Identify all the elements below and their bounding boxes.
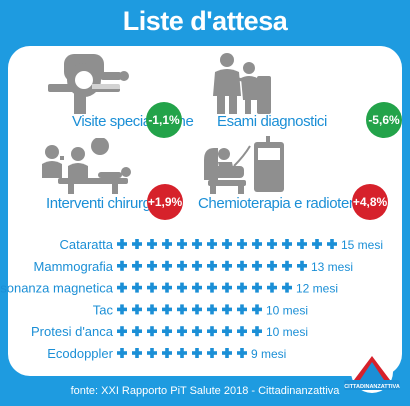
bar-mark-cross bbox=[117, 239, 127, 249]
bar-mark-cross bbox=[162, 348, 172, 358]
bar-mark-cross bbox=[147, 348, 157, 358]
bar-mark-cross bbox=[177, 348, 187, 358]
mri-scanner-icon bbox=[48, 54, 132, 114]
bar-mark-cross bbox=[237, 348, 247, 358]
category-label-chemioterapia: Chemioterapia e radioterapia bbox=[198, 195, 381, 212]
bar-mark-cross bbox=[207, 260, 217, 271]
bar-mark-cross bbox=[252, 326, 262, 337]
bar-mark-cross bbox=[177, 282, 187, 293]
bar-mark-cross bbox=[207, 282, 217, 293]
bar-mark-cross bbox=[267, 239, 277, 249]
change-badge-interventi: +1,9% bbox=[147, 184, 183, 220]
bar-mark-cross bbox=[207, 239, 217, 249]
bar-mark-cross bbox=[117, 260, 127, 271]
page-title: Liste d'attesa bbox=[122, 6, 288, 36]
bar-mark-cross bbox=[207, 304, 217, 315]
bar-mark-cross bbox=[177, 239, 187, 249]
bar-mark-cross bbox=[132, 304, 142, 315]
bar-mark-cross bbox=[192, 260, 202, 271]
bar-mark-cross bbox=[267, 282, 277, 293]
bar-mark-cross bbox=[162, 260, 172, 271]
bar-value-label: 9 mesi bbox=[251, 347, 286, 361]
bar-mark-cross bbox=[207, 326, 217, 337]
content-panel bbox=[8, 46, 402, 376]
bar-mark-cross bbox=[132, 239, 142, 249]
change-badge-chemioterapia: +4,8% bbox=[352, 184, 388, 220]
bar-mark-cross bbox=[327, 239, 337, 249]
bar-mark-cross bbox=[237, 239, 247, 249]
bar-mark-cross bbox=[237, 260, 247, 271]
bar-mark-cross bbox=[117, 304, 127, 315]
category-label-esami: Esami diagnostici bbox=[217, 113, 327, 130]
bar-label: Cataratta bbox=[60, 237, 114, 252]
bar-mark-cross bbox=[222, 326, 232, 337]
bar-mark-cross bbox=[162, 282, 172, 293]
bar-mark-cross bbox=[132, 260, 142, 271]
cittadinanzattiva-logo: CITTADINANZATTIVA bbox=[344, 351, 400, 393]
bar-mark-cross bbox=[162, 239, 172, 249]
bar-mark-cross bbox=[237, 304, 247, 315]
bar-mark-cross bbox=[222, 282, 232, 293]
bar-mark-cross bbox=[222, 260, 232, 271]
bar-mark-cross bbox=[132, 326, 142, 337]
bar-value-label: 13 mesi bbox=[311, 260, 353, 274]
bar-mark-cross bbox=[222, 348, 232, 358]
bar-value-label: 10 mesi bbox=[266, 303, 308, 317]
bar-mark-cross bbox=[192, 348, 202, 358]
surgery-icon bbox=[42, 138, 131, 194]
bar-mark-cross bbox=[192, 282, 202, 293]
bar-value-label: 10 mesi bbox=[266, 325, 308, 339]
bar-mark-cross bbox=[177, 326, 187, 337]
bar-mark-cross bbox=[297, 260, 307, 271]
change-badge-esami: -5,6% bbox=[366, 102, 402, 138]
bar-value-label: 15 mesi bbox=[341, 238, 383, 252]
bar-mark-cross bbox=[312, 239, 322, 249]
bar-mark-cross bbox=[282, 239, 292, 249]
bar-mark-cross bbox=[177, 260, 187, 271]
bar-mark-cross bbox=[252, 304, 262, 315]
bar-mark-cross bbox=[147, 282, 157, 293]
bar-mark-cross bbox=[117, 326, 127, 337]
bar-mark-cross bbox=[282, 282, 292, 293]
bar-mark-cross bbox=[147, 260, 157, 271]
bar-mark-cross bbox=[297, 239, 307, 249]
bar-mark-cross bbox=[162, 304, 172, 315]
bar-label: Risonanza magnetica bbox=[0, 281, 114, 296]
category-label-interventi: Interventi chirurgici bbox=[46, 195, 164, 212]
bar-mark-cross bbox=[237, 326, 247, 337]
bar-mark-cross bbox=[192, 239, 202, 249]
bar-mark-cross bbox=[117, 282, 127, 293]
bar-mark-cross bbox=[147, 239, 157, 249]
bar-label: Ecodoppler bbox=[47, 346, 113, 361]
bar-mark-cross bbox=[162, 326, 172, 337]
bar-mark-cross bbox=[237, 282, 247, 293]
bar-mark-cross bbox=[147, 326, 157, 337]
doctor-patient-exam-icon bbox=[213, 53, 271, 114]
bar-mark-cross bbox=[117, 348, 127, 358]
logo-text: CITTADINANZATTIVA bbox=[344, 384, 400, 390]
bar-label: Tac bbox=[93, 302, 114, 317]
bar-mark-cross bbox=[267, 260, 277, 271]
bar-mark-cross bbox=[252, 239, 262, 249]
bar-mark-cross bbox=[132, 348, 142, 358]
bar-label: Protesi d'anca bbox=[31, 324, 114, 339]
bar-mark-cross bbox=[222, 239, 232, 249]
bar-mark-cross bbox=[192, 326, 202, 337]
bar-mark-cross bbox=[192, 304, 202, 315]
bar-mark-cross bbox=[147, 304, 157, 315]
bar-mark-cross bbox=[177, 304, 187, 315]
bar-mark-cross bbox=[132, 282, 142, 293]
source-footer: fonte: XXI Rapporto PiT Salute 2018 - Ci… bbox=[70, 385, 340, 397]
bar-mark-cross bbox=[282, 260, 292, 271]
bar-value-label: 12 mesi bbox=[296, 282, 338, 296]
bar-label: Mammografia bbox=[34, 259, 114, 274]
bar-mark-cross bbox=[207, 348, 217, 358]
bar-mark-cross bbox=[252, 260, 262, 271]
bar-mark-cross bbox=[222, 304, 232, 315]
chemotherapy-chair-icon bbox=[204, 136, 284, 194]
bar-mark-cross bbox=[252, 282, 262, 293]
change-badge-visite: -1,1% bbox=[146, 102, 182, 138]
